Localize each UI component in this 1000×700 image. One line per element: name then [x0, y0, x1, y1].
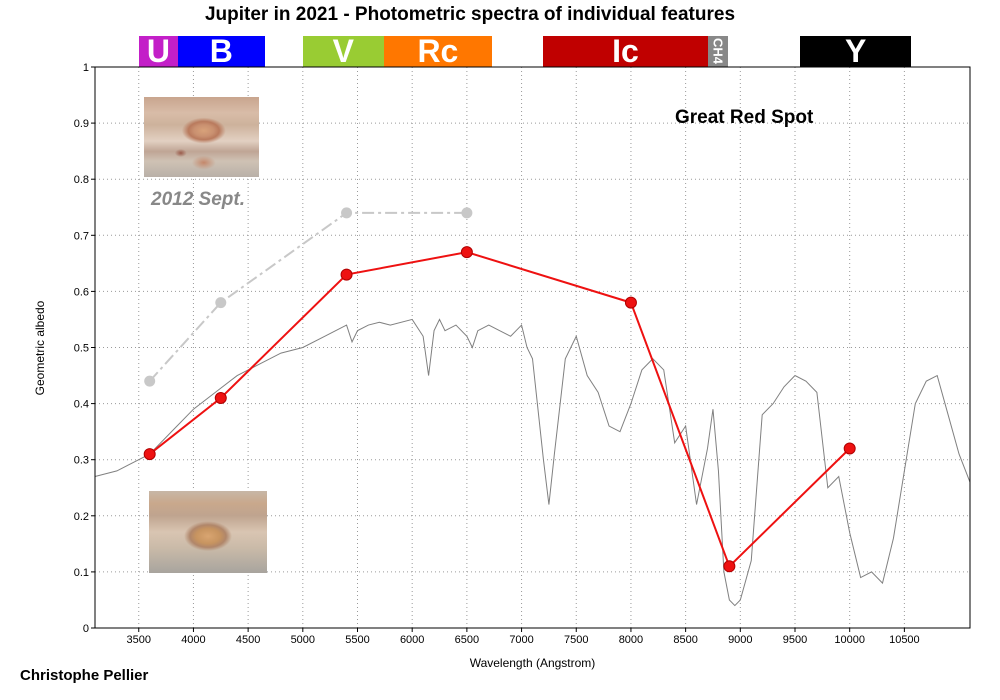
x-tick-label: 10000	[834, 634, 865, 646]
series-layer	[94, 207, 971, 607]
x-tick-label: 3500	[127, 634, 151, 646]
filter-band-b-label: B	[209, 33, 233, 69]
series-2012-point	[341, 207, 353, 219]
filter-band-v: V	[302, 33, 384, 69]
x-axis-label: Wavelength (Angstrom)	[469, 656, 596, 670]
filter-band-rc-label: Rc	[417, 33, 459, 69]
x-tick-label: 5500	[345, 634, 369, 646]
series-2021-point	[340, 268, 353, 281]
author-credit: Christophe Pellier	[20, 667, 149, 684]
x-tick-label: 4500	[236, 634, 260, 646]
x-tick-label: 9500	[783, 634, 807, 646]
series-2012-point	[461, 207, 473, 219]
plot-frame	[94, 66, 971, 629]
x-tick-label: 6500	[455, 634, 479, 646]
x-tick-label: 7500	[564, 634, 588, 646]
series-2021-point	[723, 560, 736, 573]
filter-band-ch4-label: CH4	[710, 38, 726, 65]
filter-band-v-label: V	[332, 33, 354, 69]
filter-band-y: Y	[800, 33, 911, 69]
series-2012-point	[144, 375, 156, 387]
y-axis-label: Geometric albedo	[33, 300, 47, 396]
y-tick-label: 0.8	[74, 174, 89, 186]
feature-label: Great Red Spot	[675, 107, 814, 128]
x-tick-label: 4000	[181, 634, 205, 646]
series-2012-point	[215, 297, 227, 309]
axis-ticks: 3500 4000 4500 5000 5500 6000 6500 7000 7500 8000…	[74, 62, 920, 646]
filter-band-ic-label: Ic	[612, 33, 639, 69]
y-tick-label: 0.7	[74, 230, 89, 242]
filter-band-ch4: CH4	[707, 36, 729, 67]
series-2021-point	[624, 296, 637, 309]
filter-band-rc: Rc	[383, 33, 493, 69]
x-tick-label: 7000	[509, 634, 533, 646]
x-tick-label: 10500	[889, 634, 920, 646]
series-2021-point	[143, 448, 156, 461]
chart-title: Jupiter in 2021 - Photometric spectra of…	[204, 4, 736, 25]
x-tick-label: 8000	[619, 634, 643, 646]
y-tick-label: 0.3	[74, 455, 89, 467]
y-tick-label: 0.2	[74, 511, 89, 523]
filter-band-ic: Ic	[543, 33, 708, 69]
x-tick-label: 9000	[728, 634, 752, 646]
y-tick-label: 1	[83, 62, 89, 74]
grs-2012-image	[144, 97, 259, 177]
x-tick-label: 6000	[400, 634, 424, 646]
y-tick-label: 0.4	[74, 399, 89, 411]
series-2021-point	[843, 442, 856, 455]
x-tick-label: 8500	[673, 634, 697, 646]
series-2021-point	[214, 391, 227, 404]
y-tick-label: 0.5	[74, 343, 89, 355]
y-tick-label: 0.6	[74, 286, 89, 298]
filter-band-y-label: Y	[845, 33, 867, 69]
series-2021-point	[460, 246, 473, 259]
y-tick-label: 0.9	[74, 118, 89, 130]
y-tick-label: 0	[83, 623, 89, 635]
filter-band-b: B	[178, 33, 265, 69]
filter-band-u-label: U	[146, 33, 170, 69]
photo-2012-label: 2012 Sept.	[151, 189, 245, 210]
series-2012-line	[148, 211, 467, 382]
grs-2021-image	[149, 491, 267, 573]
x-tick-label: 5000	[291, 634, 315, 646]
filter-band-u: U	[138, 33, 179, 69]
y-tick-label: 0.1	[74, 567, 89, 579]
